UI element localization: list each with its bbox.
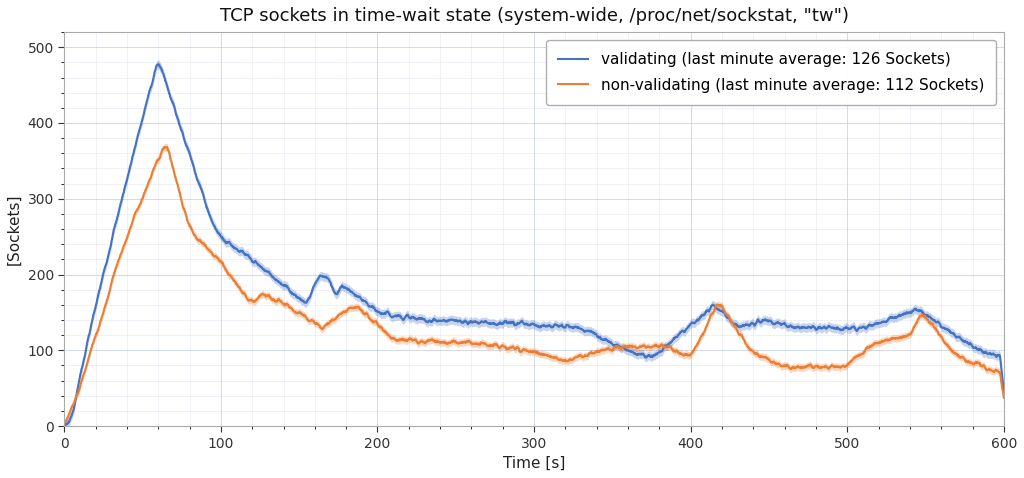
- Line: non-validating (last minute average: 112 Sockets): non-validating (last minute average: 112…: [65, 147, 1004, 424]
- validating (last minute average: 126 Sockets): (0, 1.6): 126 Sockets): (0, 1.6): [58, 422, 71, 428]
- validating (last minute average: 126 Sockets): (68.8, 429): 126 Sockets): (68.8, 429): [166, 98, 178, 104]
- validating (last minute average: 126 Sockets): (230, 139): 126 Sockets): (230, 139): [419, 318, 431, 324]
- validating (last minute average: 126 Sockets): (0.6, 1.57): 126 Sockets): (0.6, 1.57): [59, 422, 72, 428]
- validating (last minute average: 126 Sockets): (104, 243): 126 Sockets): (104, 243): [221, 239, 233, 245]
- Line: validating (last minute average: 126 Sockets): validating (last minute average: 126 Soc…: [65, 64, 1004, 425]
- validating (last minute average: 126 Sockets): (600, 46.9): 126 Sockets): (600, 46.9): [997, 388, 1010, 393]
- non-validating (last minute average: 112 Sockets): (65.4, 368): 112 Sockets): (65.4, 368): [161, 144, 173, 150]
- non-validating (last minute average: 112 Sockets): (230, 109): 112 Sockets): (230, 109): [419, 340, 431, 346]
- Title: TCP sockets in time-wait state (system-wide, /proc/net/sockstat, "tw"): TCP sockets in time-wait state (system-w…: [219, 7, 849, 25]
- non-validating (last minute average: 112 Sockets): (600, 37.4): 112 Sockets): (600, 37.4): [997, 395, 1010, 401]
- non-validating (last minute average: 112 Sockets): (588, 75.3): 112 Sockets): (588, 75.3): [980, 366, 992, 372]
- non-validating (last minute average: 112 Sockets): (524, 112): 112 Sockets): (524, 112): [879, 338, 891, 344]
- X-axis label: Time [s]: Time [s]: [503, 456, 565, 471]
- non-validating (last minute average: 112 Sockets): (68.6, 347): 112 Sockets): (68.6, 347): [166, 160, 178, 166]
- validating (last minute average: 126 Sockets): (589, 96.6): 126 Sockets): (589, 96.6): [980, 350, 992, 356]
- validating (last minute average: 126 Sockets): (524, 137): 126 Sockets): (524, 137): [879, 319, 891, 325]
- non-validating (last minute average: 112 Sockets): (104, 203): 112 Sockets): (104, 203): [221, 270, 233, 275]
- Legend: validating (last minute average: 126 Sockets), non-validating (last minute avera: validating (last minute average: 126 Soc…: [546, 40, 996, 105]
- Y-axis label: [Sockets]: [Sockets]: [7, 193, 22, 265]
- validating (last minute average: 126 Sockets): (60, 478): 126 Sockets): (60, 478): [153, 61, 165, 67]
- non-validating (last minute average: 112 Sockets): (256, 110): 112 Sockets): (256, 110): [460, 340, 472, 346]
- non-validating (last minute average: 112 Sockets): (0, 3.5): 112 Sockets): (0, 3.5): [58, 421, 71, 426]
- validating (last minute average: 126 Sockets): (256, 137): 126 Sockets): (256, 137): [460, 319, 472, 325]
